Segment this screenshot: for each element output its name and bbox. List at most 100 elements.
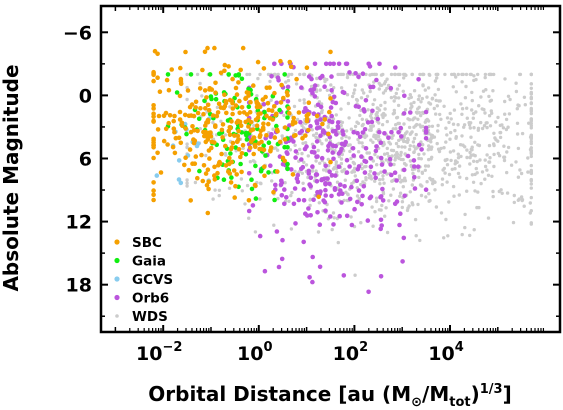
data-point [188,113,194,118]
data-point [528,201,532,205]
data-point [316,230,321,234]
data-point [274,229,280,234]
data-point [346,101,351,106]
data-point [243,202,247,206]
data-point [425,117,429,122]
data-point [470,90,474,95]
data-point [236,128,241,134]
data-point [272,223,276,227]
data-point [417,175,421,180]
data-point [368,194,374,199]
data-point [427,72,431,77]
data-point [151,143,156,148]
data-point [253,196,259,201]
data-point [238,154,243,160]
data-point [375,116,381,122]
data-point [529,150,533,154]
data-point [357,197,361,201]
data-point [438,99,442,103]
data-point [529,101,533,106]
data-point [252,123,256,128]
x-axis-label-mid: /M [422,382,449,406]
data-point [176,177,182,182]
legend-label: WDS [132,309,168,325]
data-point [261,147,267,153]
data-point [374,196,379,200]
data-point [248,160,253,164]
data-point [271,127,275,131]
data-point [434,112,438,116]
data-point [250,127,256,132]
data-point [381,174,385,178]
data-point [476,143,480,147]
data-point [228,180,234,185]
data-point [334,132,339,137]
data-point [161,113,167,119]
data-point [298,98,302,103]
data-point [456,72,460,77]
data-point [410,167,415,172]
data-point [352,206,357,212]
data-point [306,112,311,117]
data-point [397,138,401,143]
data-point [356,74,361,80]
data-point [398,191,403,195]
data-point [417,105,421,110]
data-point [360,71,366,76]
data-point [317,264,323,270]
data-point [237,110,242,116]
data-point [203,123,208,128]
data-point [393,153,398,157]
data-point [206,107,212,113]
data-point [296,197,302,203]
data-point [416,117,420,122]
legend-label: Orb6 [132,291,169,307]
data-point [248,139,254,144]
data-point [331,211,336,215]
y-tick-label: 6 [79,148,92,170]
data-point [257,146,262,152]
data-point [298,147,302,152]
data-point [327,141,333,146]
data-point [226,72,231,77]
data-point [328,96,333,101]
data-point [419,100,423,104]
data-point [360,88,364,92]
data-point [171,126,177,131]
data-point [233,145,238,150]
data-point [356,188,362,193]
data-point [422,152,426,156]
data-point [264,113,269,119]
data-point [400,259,405,264]
data-point [456,123,460,127]
data-point [294,82,299,86]
data-point [257,233,263,239]
data-point [426,164,431,168]
data-point [436,129,440,133]
data-point [496,115,500,120]
data-point [389,148,394,152]
data-point [492,131,496,135]
data-point [368,164,374,170]
data-point [262,268,268,274]
data-point [158,170,164,175]
data-point [268,134,274,139]
data-point [272,90,277,96]
data-point [529,163,533,168]
data-point [481,89,486,93]
data-point [290,72,294,77]
data-point [321,168,326,172]
data-point [302,126,306,130]
data-point [239,105,245,110]
data-point [151,119,156,124]
data-point [529,168,533,173]
data-point [385,119,389,124]
data-point [205,102,211,108]
data-point [469,72,473,77]
data-point [519,195,524,199]
data-point [191,137,196,142]
data-point [254,123,260,128]
data-point [385,86,389,91]
data-point [233,183,238,189]
data-point [336,164,342,169]
